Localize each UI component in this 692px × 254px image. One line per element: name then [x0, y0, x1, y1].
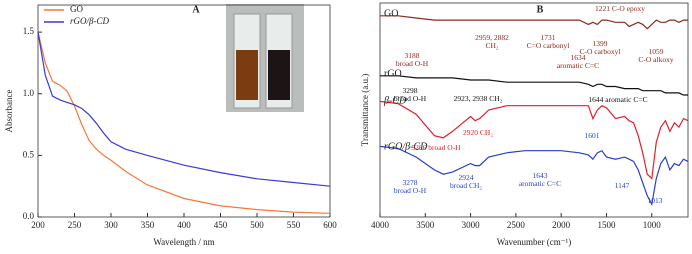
x-tick-label: 1500 [597, 220, 616, 230]
annotation: 1399 C-O carboxyl [579, 39, 620, 56]
annotation-line: 1643 [533, 171, 548, 180]
inset-photo [226, 4, 304, 112]
y-tick-label: 0.5 [23, 149, 35, 159]
plot-frame [379, 2, 689, 218]
x-tick-label: 1000 [643, 220, 662, 230]
annotation-line: 3278 [403, 178, 418, 187]
annotation: 1643 aromatic C=C [519, 171, 561, 188]
annotation: 2920 CH₂ [463, 128, 493, 137]
series-label: GO [384, 8, 398, 19]
annotation-line: aromatic C=C [557, 61, 599, 70]
annotation-line: 3298 [403, 86, 418, 95]
x-tick-label: 3000 [462, 220, 481, 230]
annotation-line: broad O-H [394, 94, 427, 103]
series-line [379, 100, 689, 180]
annotation-line: broad CH₂ [450, 181, 482, 190]
annotation: 3278 broad O-H [394, 178, 427, 195]
annotation-line: aromatic C=C [519, 179, 561, 188]
y-axis-label: Absorbance [4, 90, 14, 133]
annotation-line: C=O carbonyl [527, 41, 570, 50]
y-tick-label: 1.5 [23, 26, 35, 36]
annotation-line: 1644 aromatic C=C [588, 95, 647, 104]
annotation: 3298 broad O-H [394, 86, 427, 103]
x-tick-label: 500 [250, 220, 264, 230]
series-label: rGO [384, 68, 402, 79]
annotation: 1013 [648, 196, 663, 205]
annotation: 3188 broad O-H [396, 51, 429, 68]
x-tick-label: 200 [31, 220, 45, 230]
x-tick-label: 3500 [416, 220, 435, 230]
annotation: 1731 C=O carbonyl [527, 33, 570, 50]
annotation: 2923, 2938 CH₂ [454, 94, 503, 103]
annotation-line: 2924 [459, 173, 474, 182]
annotation-line: 2920 CH₂ [463, 128, 493, 137]
x-tick-label: 2000 [552, 220, 571, 230]
x-tick-label: 600 [323, 220, 337, 230]
annotation-line: 1147 [615, 181, 630, 190]
annotation: 1644 aromatic C=C [588, 95, 647, 104]
annotation-line: 3286 broad O-H [411, 143, 461, 152]
series-label: β-CD [383, 95, 407, 106]
annotation-line: 1013 [648, 196, 663, 205]
annotation: 2924 broad CH₂ [450, 173, 482, 190]
annotation-line: C-O carboxyl [579, 47, 620, 56]
legend-label: rGO/β-CD [70, 16, 109, 26]
annotation-line: 2959, 2882 [475, 33, 509, 42]
x-tick-label: 550 [287, 220, 301, 230]
x-tick-label: 350 [141, 220, 155, 230]
x-tick-label: 250 [68, 220, 82, 230]
annotation: 3286 broad O-H [411, 143, 461, 152]
annotation-line: 1059 [649, 47, 664, 56]
panel-label: A [192, 4, 200, 15]
x-axis-label: Wavenumber (cm⁻¹) [497, 237, 571, 247]
series-line [37, 31, 331, 214]
annotation: 2959, 2882 CH₂ [475, 33, 509, 50]
y-tick-label: 1.0 [23, 88, 35, 98]
annotation-line: 1221 C-O epoxy [595, 4, 645, 13]
panel-label: B [537, 4, 544, 15]
y-axis-label: Transmittance (a.u.) [360, 74, 370, 146]
annotation-line: 1634 [571, 53, 586, 62]
legend-label: GO [70, 4, 83, 14]
x-axis-label: Wavelength / nm [153, 237, 214, 247]
annotation-line: 2923, 2938 CH₂ [454, 94, 503, 103]
annotation: 1221 C-O epoxy [595, 4, 645, 13]
x-tick-label: 2500 [507, 220, 526, 230]
x-tick-label: 4000 [371, 220, 390, 230]
series-line [380, 15, 688, 30]
annotation: 1601 [585, 131, 600, 140]
annotation-line: 1601 [585, 131, 600, 140]
annotation: 1059 C-O alkoxy [638, 47, 673, 64]
annotation-line: 1399 [593, 39, 608, 48]
x-tick-label: 450 [214, 220, 228, 230]
annotation-line: broad O-H [394, 186, 427, 195]
series-line [379, 145, 689, 207]
annotation-line: broad O-H [396, 59, 429, 68]
series-line [37, 32, 331, 187]
annotation-line: C-O alkoxy [638, 55, 673, 64]
annotation-line: CH₂ [485, 41, 498, 50]
x-tick-label: 400 [177, 220, 191, 230]
annotation-line: 3188 [405, 51, 420, 60]
annotation: 1634 aromatic C=C [557, 53, 599, 70]
x-tick-label: 300 [104, 220, 118, 230]
y-tick-label: 0.0 [23, 211, 35, 221]
annotation-line: 1731 [541, 33, 556, 42]
series-label: rGO/β-CD [384, 141, 428, 152]
annotation: 1147 [615, 181, 630, 190]
series-line [380, 75, 688, 96]
